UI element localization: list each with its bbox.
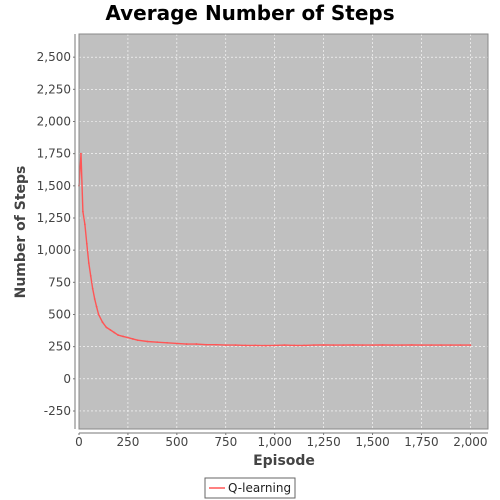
y-tick-label: 500 xyxy=(48,307,71,321)
y-tick-label: 1,750 xyxy=(37,147,71,161)
data-point xyxy=(264,344,266,347)
x-tick-label: 0 xyxy=(75,435,83,449)
data-point xyxy=(322,344,325,346)
data-point xyxy=(127,336,129,339)
x-tick-label: 500 xyxy=(165,435,188,449)
data-point xyxy=(146,340,149,343)
x-tick-label: 250 xyxy=(116,435,139,449)
data-point xyxy=(205,343,208,346)
data-point xyxy=(224,344,227,347)
legend: Q-learning xyxy=(204,477,296,499)
data-point xyxy=(469,344,472,347)
data-point xyxy=(361,344,364,347)
data-point xyxy=(420,344,423,347)
y-tick-label: 2,500 xyxy=(37,50,71,64)
x-axis-label: Episode xyxy=(253,453,315,469)
data-point xyxy=(371,344,374,347)
y-tick-label: -250 xyxy=(44,404,71,418)
data-point xyxy=(293,344,296,347)
chart-title: Average Number of Steps xyxy=(105,1,394,25)
y-axis-label: Number of Steps xyxy=(13,166,29,299)
y-tick-label: 2,000 xyxy=(37,114,71,128)
data-point xyxy=(283,344,286,347)
data-point xyxy=(101,321,104,324)
data-point xyxy=(122,335,124,338)
data-point xyxy=(89,274,92,277)
data-point xyxy=(459,344,462,347)
data-point xyxy=(136,339,139,342)
data-point xyxy=(254,344,257,347)
plot-border xyxy=(78,33,489,430)
data-point xyxy=(400,344,403,347)
axes: -250 0 250 500 750 1,000 1,250 1,500 1,750 2,000 2… xyxy=(37,34,488,449)
x-tick-label: 1,000 xyxy=(258,435,292,449)
data-point xyxy=(332,344,335,347)
data-point xyxy=(93,298,96,300)
legend-box xyxy=(204,477,296,499)
y-tick-label: 1,250 xyxy=(37,211,71,225)
data-point xyxy=(312,344,315,347)
data-point xyxy=(410,344,413,346)
data-point xyxy=(166,341,168,344)
x-tick-label: 2,000 xyxy=(453,435,487,449)
data-point xyxy=(440,344,442,347)
data-point xyxy=(113,331,116,334)
y-tick-label: 750 xyxy=(48,275,71,289)
data-point xyxy=(391,344,394,347)
data-point xyxy=(91,287,94,290)
data-point xyxy=(303,344,305,347)
y-tick-label: 1,500 xyxy=(37,179,71,193)
data-point xyxy=(109,329,112,331)
data-point xyxy=(131,338,134,340)
data-point xyxy=(80,152,82,155)
x-tick-label: 1,750 xyxy=(404,435,438,449)
data-point xyxy=(273,344,276,347)
series-line-q-learning xyxy=(78,152,471,347)
data-point xyxy=(82,210,84,213)
y-tick-label: 1,000 xyxy=(37,243,71,257)
data-point xyxy=(117,334,120,336)
y-tick-label: 250 xyxy=(48,340,71,354)
data-point xyxy=(156,341,159,344)
plot-area xyxy=(79,34,488,429)
data-point xyxy=(234,344,237,347)
data-point xyxy=(185,343,188,345)
data-point xyxy=(342,344,345,347)
data-point xyxy=(175,342,178,345)
data-point xyxy=(87,262,90,264)
data-point xyxy=(215,343,217,346)
x-tick-label: 1,250 xyxy=(306,435,340,449)
data-point xyxy=(244,344,247,347)
data-point xyxy=(97,313,100,316)
data-point xyxy=(83,223,86,226)
legend-label: Q-learning xyxy=(228,481,291,495)
data-point xyxy=(85,242,88,245)
data-point xyxy=(381,344,384,346)
y-tick-label: 0 xyxy=(63,372,71,386)
data-point xyxy=(95,305,98,308)
data-point xyxy=(352,344,354,346)
data-point xyxy=(449,344,452,347)
y-tick-label: 2,250 xyxy=(37,82,71,96)
data-point xyxy=(105,326,108,329)
data-point xyxy=(195,343,198,345)
data-point xyxy=(430,344,433,347)
x-tick-label: 750 xyxy=(214,435,237,449)
x-tick-label: 1,500 xyxy=(355,435,389,449)
